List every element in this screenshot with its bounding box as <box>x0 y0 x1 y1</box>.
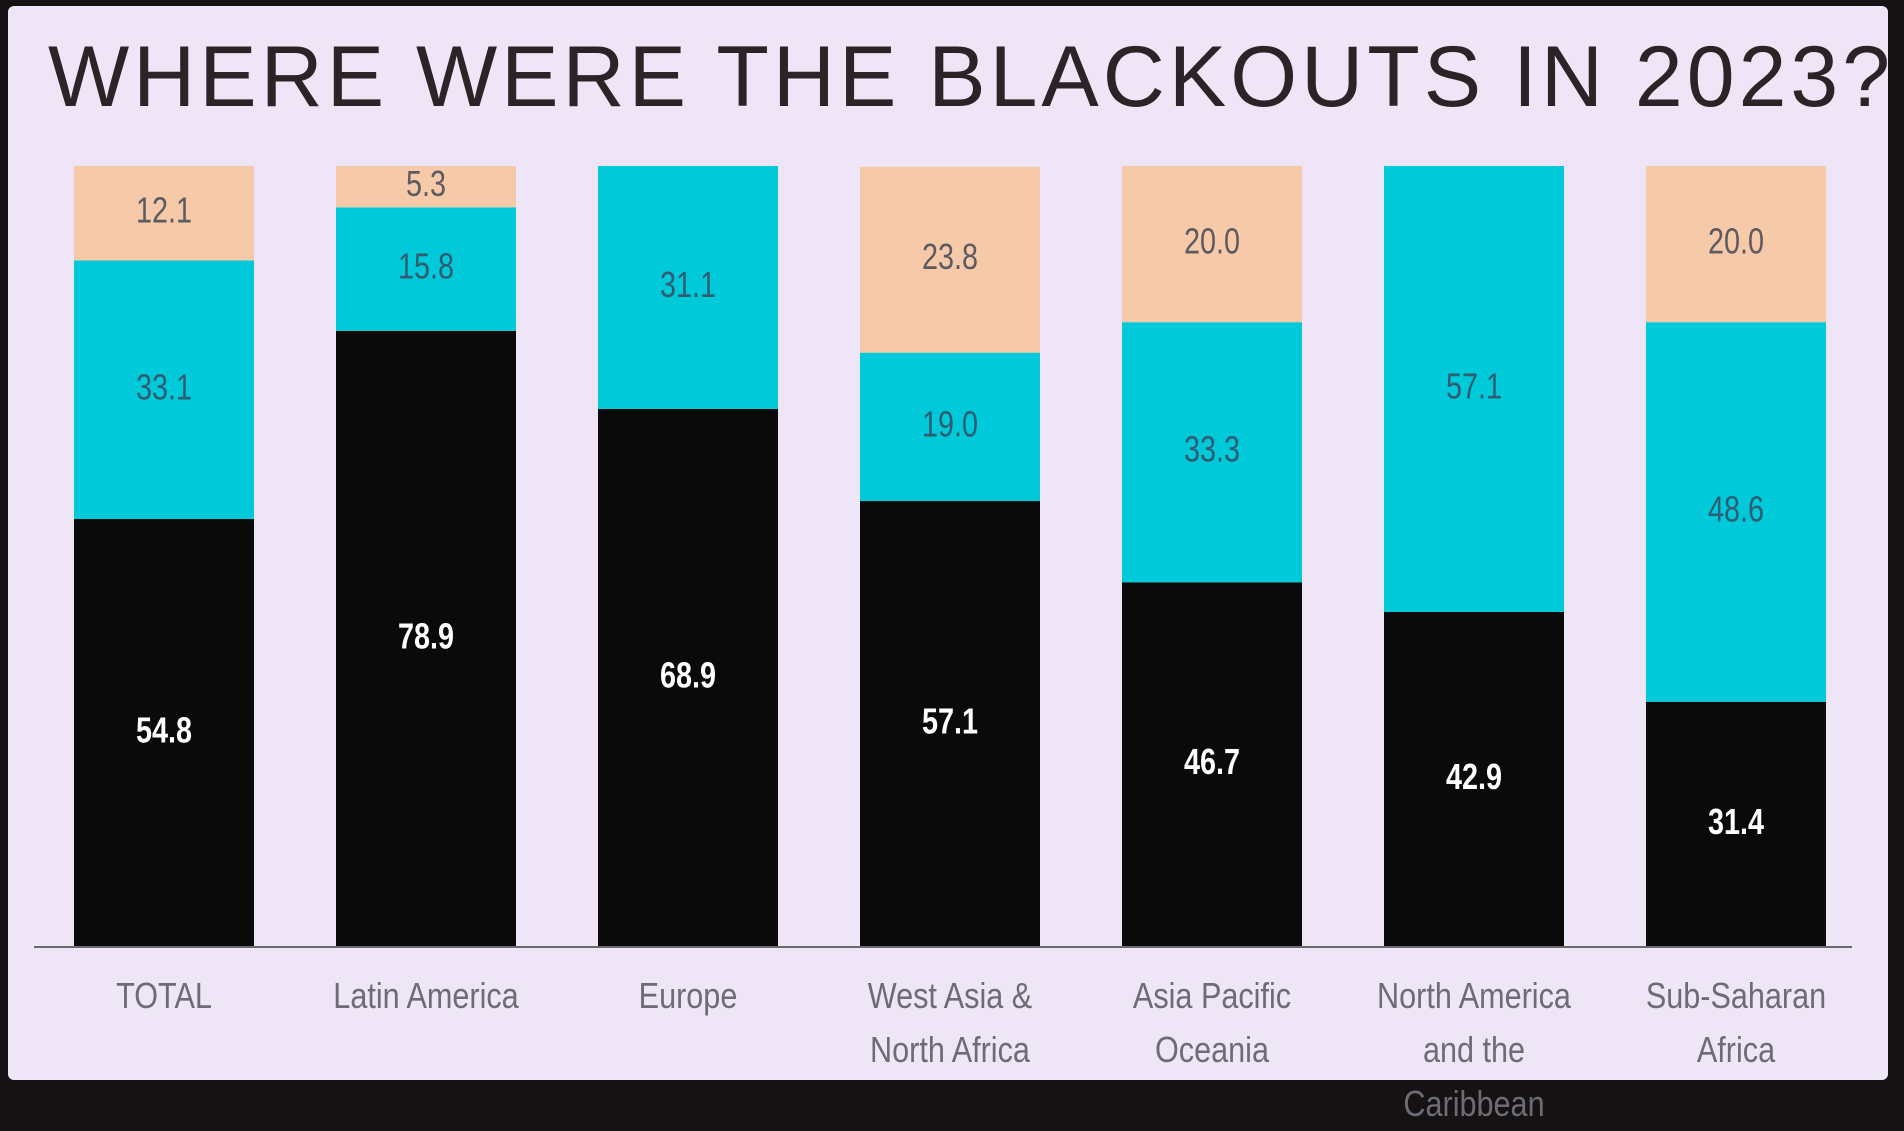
x-tick-label: North America and the Caribbean <box>1377 975 1571 1124</box>
value-label: 46.7 <box>1184 741 1240 782</box>
chart: 54.8 33.1 12.1 78.9 15.8 5.3 68.9 31.1 57.1 19.0 2… <box>34 163 1852 948</box>
bar-segment <box>1646 322 1826 702</box>
bar-segment <box>1122 166 1302 323</box>
bar-segment <box>1384 166 1564 612</box>
bar-segment <box>74 166 254 261</box>
value-label: 23.8 <box>922 236 978 277</box>
bar-segment <box>74 260 254 520</box>
value-label: 57.1 <box>1446 365 1502 406</box>
bar-segment <box>1122 582 1302 947</box>
value-label: 15.8 <box>398 245 454 286</box>
value-label: 42.9 <box>1446 756 1502 797</box>
x-tick-label: West Asia & North Africa <box>867 975 1033 1070</box>
bar-segment <box>1646 701 1826 947</box>
value-label: 31.1 <box>660 264 716 305</box>
bar-segment <box>860 352 1040 502</box>
bar-segment <box>1646 166 1826 323</box>
bar-segment <box>1384 611 1564 947</box>
value-label: 12.1 <box>136 190 192 231</box>
value-label: 57.1 <box>922 700 978 741</box>
value-label: 54.8 <box>136 709 192 750</box>
value-label: 33.1 <box>136 366 192 407</box>
bar-segment <box>336 330 516 947</box>
value-label: 78.9 <box>398 615 454 656</box>
bar-segment <box>860 166 1040 353</box>
value-label: 19.0 <box>922 403 978 444</box>
value-label: 48.6 <box>1708 488 1764 529</box>
bar-segment <box>598 408 778 947</box>
bar-segment <box>74 519 254 947</box>
bar-segment <box>1122 322 1302 583</box>
value-label: 20.0 <box>1708 220 1764 261</box>
x-tick-label: Latin America <box>333 975 519 1016</box>
value-label: 5.3 <box>406 163 446 204</box>
x-tick-label: TOTAL <box>116 975 212 1016</box>
x-tick-label: Asia Pacific Oceania <box>1132 975 1292 1070</box>
bar-segment <box>336 207 516 331</box>
x-tick-label: Europe <box>638 975 738 1016</box>
value-label: 33.3 <box>1184 429 1240 470</box>
bar-segment <box>860 501 1040 947</box>
value-label: 68.9 <box>660 654 716 695</box>
x-tick-label: Sub-Saharan Africa <box>1645 975 1827 1070</box>
bar-segment <box>598 166 778 409</box>
value-label: 31.4 <box>1708 801 1764 842</box>
page: WHERE WERE THE BLACKOUTS IN 2023? 54.8 33… <box>8 6 1895 1124</box>
chart-title: WHERE WERE THE BLACKOUTS IN 2023? <box>48 29 1895 125</box>
value-label: 20.0 <box>1184 220 1240 261</box>
bar-segment <box>336 166 516 208</box>
